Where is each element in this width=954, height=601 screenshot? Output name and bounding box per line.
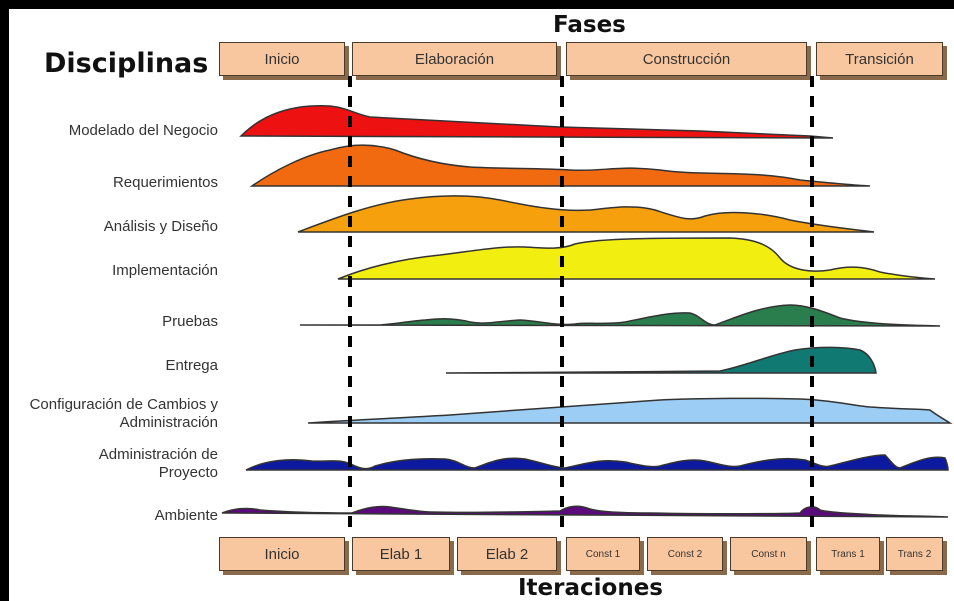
iteration-box-const-1: Const 1: [566, 537, 640, 571]
iteration-box-elab-1: Elab 1: [352, 537, 450, 571]
curve-implementacion: [337, 237, 936, 280]
phase-box-elaboracion: Elaboración: [352, 42, 557, 76]
iteration-box-elab-2: Elab 2: [457, 537, 557, 571]
iterations-title: Iteraciones: [518, 575, 663, 601]
discipline-label-pruebas: Pruebas: [162, 313, 218, 330]
frame-left-border: [0, 0, 9, 601]
disciplines-title: Disciplinas: [44, 48, 209, 79]
iteration-box-trans-2: Trans 2: [886, 537, 943, 571]
phase-box-transicion: Transición: [816, 42, 943, 76]
discipline-label-ambiente: Ambiente: [154, 507, 218, 524]
curve-modelado-negocio: [239, 105, 834, 139]
phase-box-construccion: Construcción: [566, 42, 807, 76]
curve-analisis-diseno: [297, 195, 875, 233]
curve-pruebas: [299, 304, 941, 327]
curve-entrega: [445, 346, 877, 374]
discipline-label-requerimientos: Requerimientos: [112, 174, 218, 191]
curve-requerimientos: [249, 144, 871, 187]
iteration-box-const-n: Const n: [730, 537, 807, 571]
curve-configuracion: [307, 397, 953, 424]
discipline-label-configuracion: Configuración de Cambios y Administració…: [29, 396, 218, 431]
discipline-label-modelado-negocio: Modelado del Negocio: [68, 122, 218, 139]
discipline-label-administracion-proyecto: Administración de Proyecto: [98, 446, 218, 481]
iteration-box-inicio: Inicio: [219, 537, 345, 571]
discipline-label-implementacion: Implementación: [112, 262, 218, 279]
frame-top-border: [0, 0, 954, 9]
phases-title: Fases: [553, 12, 626, 38]
discipline-label-entrega: Entrega: [165, 357, 218, 374]
curve-administracion-proyecto: [245, 454, 949, 471]
curve-ambiente: [221, 505, 949, 518]
phase-box-inicio: Inicio: [219, 42, 345, 76]
iteration-box-trans-1: Trans 1: [816, 537, 880, 571]
discipline-label-analisis-diseno: Análisis y Diseño: [103, 218, 218, 235]
iteration-box-const-2: Const 2: [647, 537, 723, 571]
